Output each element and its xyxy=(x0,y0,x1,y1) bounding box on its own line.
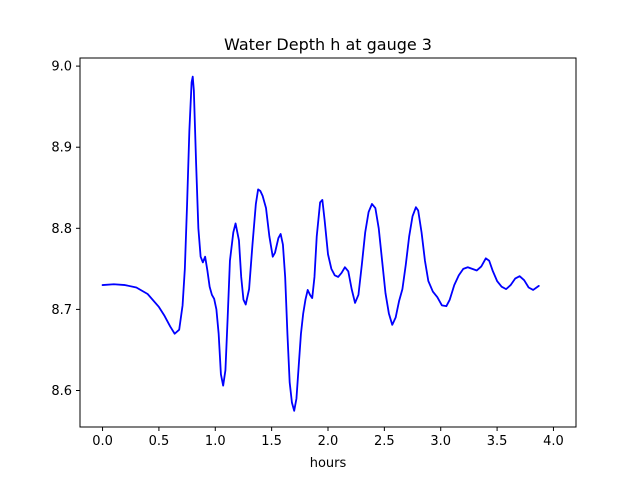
y-tick-label: 9.0 xyxy=(51,60,72,75)
y-tick-label: 8.7 xyxy=(51,303,72,318)
x-tick-label: 3.5 xyxy=(487,434,508,449)
plot-area xyxy=(101,75,540,412)
x-tick-label: 4.0 xyxy=(543,434,564,449)
x-tick-label: 1.5 xyxy=(261,434,282,449)
x-axis-label: hours xyxy=(310,456,347,471)
x-tick-label: 1.0 xyxy=(205,434,226,449)
series-line-0 xyxy=(101,75,540,412)
y-tick-label: 8.9 xyxy=(51,141,72,156)
y-tick-label: 8.6 xyxy=(51,384,72,399)
chart-title: Water Depth h at gauge 3 xyxy=(224,35,432,54)
x-tick-label: 2.5 xyxy=(374,434,395,449)
axes-frame xyxy=(79,57,577,428)
x-tick-label: 2.0 xyxy=(318,434,339,449)
y-tick-label: 8.8 xyxy=(51,222,72,237)
x-tick-label: 0.5 xyxy=(149,434,170,449)
x-axis-ticks: 0.0 0.5 1.0 1.5 2.0 2.5 3.0 3.5 4.0 xyxy=(92,427,564,449)
y-axis-ticks: 8.6 8.7 8.8 8.9 9.0 xyxy=(51,60,80,399)
x-tick-label: 0.0 xyxy=(92,434,113,449)
x-tick-label: 3.0 xyxy=(430,434,451,449)
